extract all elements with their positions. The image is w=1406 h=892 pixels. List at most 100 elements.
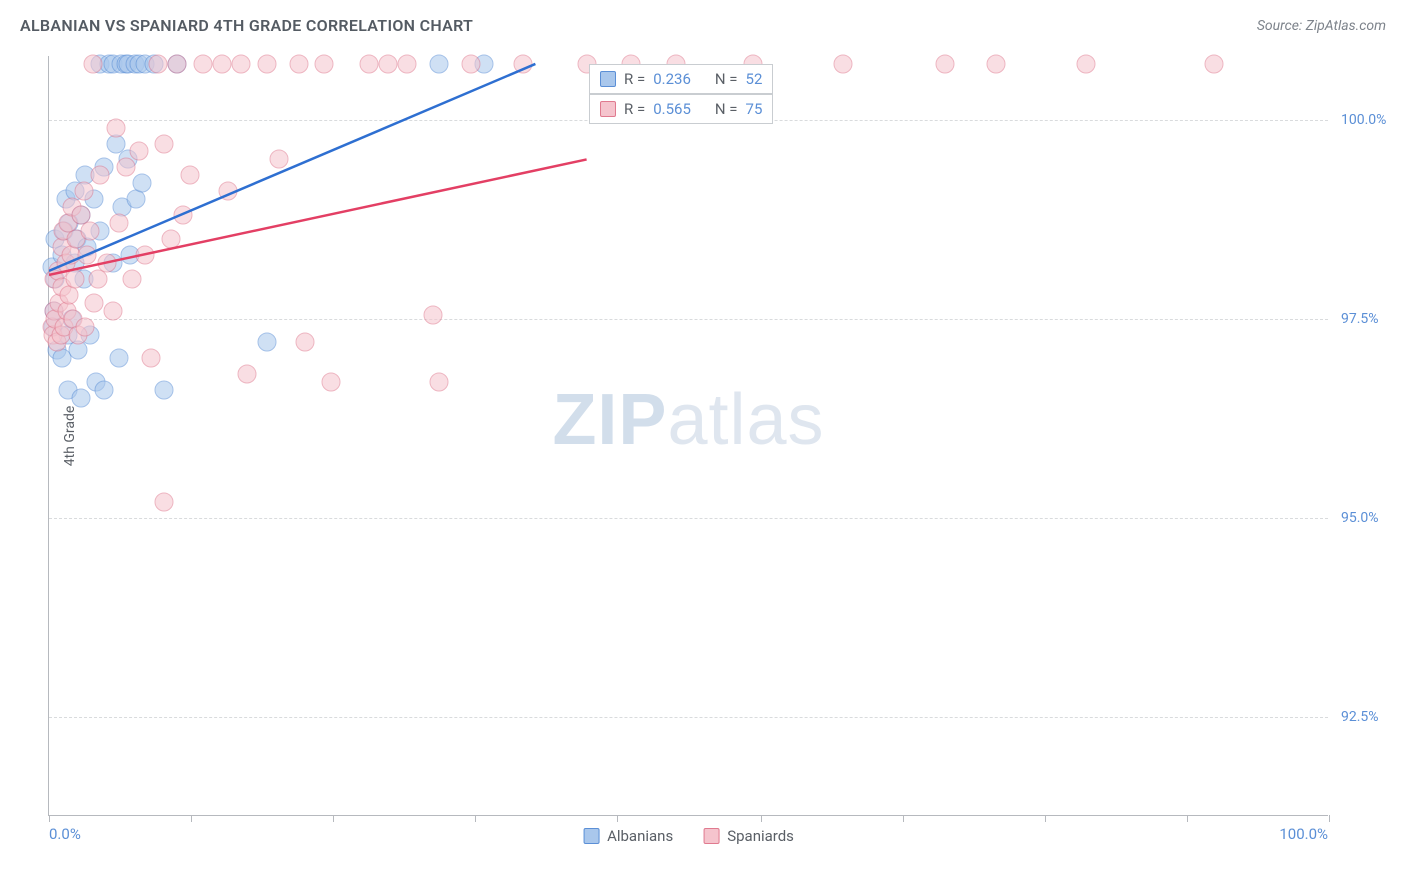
stat-n-value: 75 bbox=[746, 102, 763, 117]
data-point bbox=[174, 206, 193, 225]
data-point bbox=[142, 349, 161, 368]
gridline bbox=[49, 717, 1328, 718]
data-point bbox=[84, 293, 103, 312]
data-point bbox=[97, 253, 116, 272]
data-point bbox=[212, 54, 231, 73]
data-point bbox=[72, 389, 91, 408]
data-point bbox=[424, 305, 443, 324]
xtick bbox=[1045, 815, 1046, 822]
data-point bbox=[110, 349, 129, 368]
data-point bbox=[270, 150, 289, 169]
legend-item: Albanians bbox=[583, 827, 673, 845]
chart-header: ALBANIAN VS SPANIARD 4TH GRADE CORRELATI… bbox=[0, 0, 1406, 41]
xtick bbox=[191, 815, 192, 822]
data-point bbox=[936, 54, 955, 73]
data-point bbox=[155, 381, 174, 400]
data-point bbox=[83, 54, 102, 73]
xtick bbox=[617, 815, 618, 822]
data-point bbox=[193, 54, 212, 73]
data-point bbox=[80, 222, 99, 241]
data-point bbox=[180, 166, 199, 185]
data-point bbox=[168, 54, 187, 73]
stat-r-label: R = bbox=[624, 72, 645, 87]
data-point bbox=[1076, 54, 1095, 73]
gridline bbox=[49, 319, 1328, 320]
legend-swatch-icon bbox=[703, 828, 719, 844]
data-point bbox=[289, 54, 308, 73]
data-point bbox=[238, 365, 257, 384]
xtick bbox=[333, 815, 334, 822]
chart-area: 4th Grade ZIPatlas 92.5%95.0%97.5%100.0%… bbox=[48, 56, 1388, 816]
legend-swatch-icon bbox=[583, 828, 599, 844]
xlabel-max: 100.0% bbox=[1279, 825, 1328, 843]
gridline bbox=[49, 518, 1328, 519]
legend-swatch-icon bbox=[600, 71, 616, 87]
data-point bbox=[123, 269, 142, 288]
stats-box: R = 0.236 N = 52 bbox=[589, 64, 773, 94]
data-point bbox=[110, 214, 129, 233]
stat-r-value: 0.236 bbox=[653, 72, 691, 87]
data-point bbox=[136, 245, 155, 264]
xtick bbox=[1187, 815, 1188, 822]
data-point bbox=[65, 269, 84, 288]
xtick bbox=[903, 815, 904, 822]
data-point bbox=[257, 54, 276, 73]
data-point bbox=[104, 301, 123, 320]
data-point bbox=[95, 381, 114, 400]
ytick-label: 95.0% bbox=[1341, 510, 1379, 526]
chart-source: Source: ZipAtlas.com bbox=[1257, 18, 1386, 34]
data-point bbox=[398, 54, 417, 73]
data-point bbox=[360, 54, 379, 73]
stat-r-label: R = bbox=[624, 102, 645, 117]
data-point bbox=[116, 158, 135, 177]
data-point bbox=[219, 182, 238, 201]
data-point bbox=[155, 134, 174, 153]
xtick bbox=[475, 815, 476, 822]
chart-title: ALBANIAN VS SPANIARD 4TH GRADE CORRELATI… bbox=[20, 16, 473, 35]
legend: Albanians Spaniards bbox=[583, 827, 794, 845]
data-point bbox=[513, 54, 532, 73]
data-point bbox=[74, 182, 93, 201]
ytick-label: 97.5% bbox=[1341, 311, 1379, 327]
legend-item: Spaniards bbox=[703, 827, 794, 845]
data-point bbox=[296, 333, 315, 352]
data-point bbox=[833, 54, 852, 73]
legend-swatch-icon bbox=[600, 101, 616, 117]
xlabel-min: 0.0% bbox=[49, 825, 81, 843]
data-point bbox=[321, 373, 340, 392]
stat-n-value: 52 bbox=[746, 72, 763, 87]
stat-n-label: N = bbox=[715, 72, 738, 87]
data-point bbox=[430, 373, 449, 392]
stats-box: R = 0.565 N = 75 bbox=[589, 94, 773, 124]
data-point bbox=[987, 54, 1006, 73]
data-point bbox=[148, 54, 167, 73]
data-point bbox=[257, 333, 276, 352]
xtick bbox=[761, 815, 762, 822]
xtick bbox=[49, 815, 50, 822]
data-point bbox=[315, 54, 334, 73]
xtick bbox=[1329, 815, 1330, 822]
ytick-label: 100.0% bbox=[1341, 112, 1386, 128]
legend-label: Albanians bbox=[607, 827, 673, 845]
data-point bbox=[232, 54, 251, 73]
watermark: ZIPatlas bbox=[552, 379, 824, 461]
data-point bbox=[155, 492, 174, 511]
data-point bbox=[78, 245, 97, 264]
watermark-bold: ZIP bbox=[552, 380, 667, 460]
data-point bbox=[91, 166, 110, 185]
ytick-label: 92.5% bbox=[1341, 709, 1379, 725]
data-point bbox=[133, 174, 152, 193]
data-point bbox=[379, 54, 398, 73]
data-point bbox=[129, 142, 148, 161]
plot-area: ZIPatlas 92.5%95.0%97.5%100.0%0.0%100.0%… bbox=[48, 56, 1328, 816]
stat-r-value: 0.565 bbox=[653, 102, 691, 117]
trend-lines bbox=[49, 56, 1329, 816]
data-point bbox=[75, 317, 94, 336]
data-point bbox=[1204, 54, 1223, 73]
watermark-light: atlas bbox=[667, 380, 824, 460]
data-point bbox=[462, 54, 481, 73]
data-point bbox=[106, 118, 125, 137]
stat-n-label: N = bbox=[715, 102, 738, 117]
data-point bbox=[430, 54, 449, 73]
data-point bbox=[161, 230, 180, 249]
